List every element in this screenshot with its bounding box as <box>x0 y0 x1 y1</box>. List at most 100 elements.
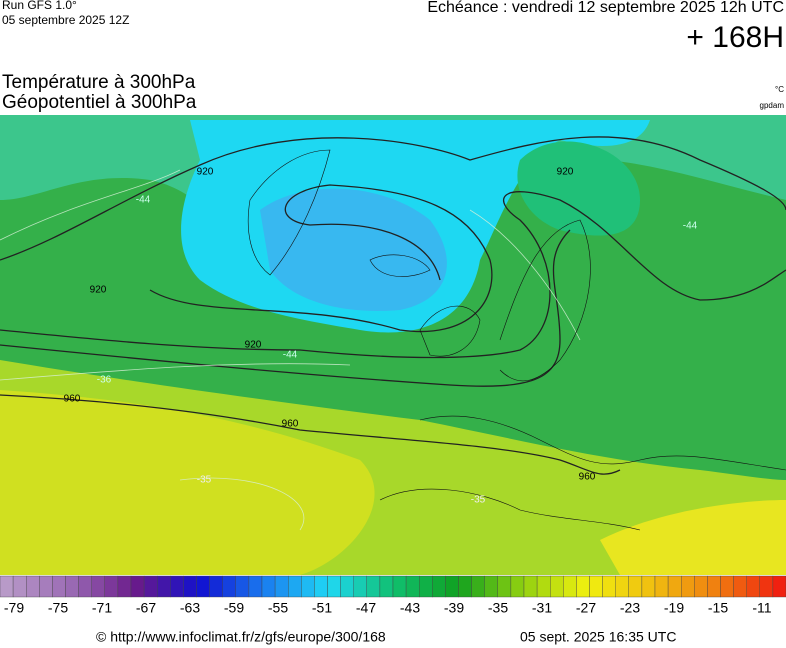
coastlines <box>247 149 786 531</box>
colorbar-cell <box>694 575 708 598</box>
contour-labels: 920 920 920 920 960 960 960 -44 -44 -44 -36 -35 -35 <box>64 167 698 506</box>
colorbar-label: -71 <box>92 600 112 616</box>
colorbar-label: -63 <box>180 600 200 616</box>
colorbar-cell <box>523 575 538 598</box>
field-title: Température à 300hPa <box>2 72 196 93</box>
colorbar-cell <box>353 575 368 598</box>
colorbar-cell <box>130 575 145 598</box>
colorbar-cell <box>720 575 734 598</box>
colorbar: -79 -75 -71 -67 -63 -59 -55 -51 -47 -43 -39 -35 -31 -… <box>0 575 786 616</box>
colorbar-cell <box>681 575 695 598</box>
footer-time: 05 sept. 2025 16:35 UTC <box>520 629 676 645</box>
colorbar-cell <box>12 575 27 598</box>
colorbar-cell <box>314 575 328 598</box>
colorbar-label: -31 <box>532 600 552 616</box>
contours <box>0 136 786 475</box>
colorbar-label: -59 <box>224 600 244 616</box>
colorbar-cell <box>432 575 446 598</box>
colorbar-label: -19 <box>664 600 684 616</box>
colorbar-cell <box>510 575 525 598</box>
colorbar-cell <box>497 575 512 598</box>
colorbar-label: -35 <box>488 600 508 616</box>
contour-label: 960 <box>579 472 596 483</box>
colorbar-cell <box>143 575 158 598</box>
contour-label: 960 <box>64 394 81 405</box>
colorbar-cell <box>366 575 381 598</box>
contour-label: -36 <box>97 375 112 386</box>
colorbar-label: -79 <box>4 600 24 616</box>
temp-zone <box>517 141 640 236</box>
colorbar-cell <box>327 575 341 598</box>
colorbar-label: -47 <box>356 600 376 616</box>
colorbar-cell <box>392 575 407 598</box>
colorbar-label: -11 <box>752 600 771 616</box>
colorbar-cell <box>104 575 119 598</box>
run-label: Run GFS 1.0° <box>2 0 77 12</box>
colorbar-cell <box>419 575 433 598</box>
colorbar-cell <box>0 575 14 598</box>
colorbar-cell <box>733 575 747 598</box>
temp-zone <box>600 500 786 575</box>
colorbar-cell <box>707 575 721 598</box>
colorbar-cell <box>39 575 53 598</box>
contour-label: -35 <box>471 495 486 506</box>
colorbar-label: -43 <box>400 600 420 616</box>
colorbar-cell <box>379 575 394 598</box>
colorbar-cell <box>156 575 171 598</box>
valid-time: Echéance : vendredi 12 septembre 2025 12… <box>427 0 784 16</box>
contour-label: -44 <box>683 221 698 232</box>
colorbar-cell <box>183 575 197 598</box>
colorbar-label: -67 <box>136 600 156 616</box>
colorbar-cell <box>340 575 354 598</box>
isotherms <box>0 169 581 531</box>
contour-label: 960 <box>282 419 299 430</box>
colorbar-cell <box>641 575 656 598</box>
colorbar-cell <box>274 575 289 598</box>
contour-label: -44 <box>136 195 151 206</box>
contour-label: 920 <box>557 167 574 178</box>
colorbar-cell <box>550 575 564 598</box>
colorbar-label: -55 <box>268 600 288 616</box>
colorbar-label: -15 <box>708 600 728 616</box>
colorbar-label: -27 <box>576 600 596 616</box>
colorbar-cell <box>667 575 682 598</box>
colorbar-cell <box>52 575 66 598</box>
contour-label: 920 <box>245 340 262 351</box>
colorbar-cell <box>222 575 236 598</box>
colorbar-cell <box>26 575 40 598</box>
colorbar-cell <box>746 575 761 598</box>
colorbar-cell <box>445 575 459 598</box>
colorbar-cell <box>471 575 485 598</box>
contour-label: -35 <box>197 475 212 486</box>
contour-label: 920 <box>197 167 214 178</box>
colorbar-cell <box>576 575 590 598</box>
colorbar-cell <box>170 575 184 598</box>
map: 920 920 920 920 960 960 960 -44 -44 -44 -36 -35 -35 <box>0 115 786 575</box>
colorbar-cell <box>654 575 669 598</box>
footer-url: © http://www.infoclimat.fr/z/gfs/europe/… <box>96 629 386 645</box>
colorbar-cell <box>563 575 577 598</box>
colorbar-cell <box>536 575 551 598</box>
contour-label: 920 <box>90 285 107 296</box>
colorbar-cell <box>78 575 92 598</box>
colorbar-cell <box>248 575 263 598</box>
temp-zone <box>0 390 375 575</box>
lead-time: + 168H <box>686 21 784 54</box>
unit: gpdam <box>760 101 785 110</box>
unit: °C <box>775 85 784 94</box>
colorbar-cell <box>628 575 643 598</box>
colorbar-cell <box>235 575 250 598</box>
colorbar-label: -51 <box>312 600 332 616</box>
colorbar-label: -23 <box>620 600 640 616</box>
colorbar-cell <box>602 575 616 598</box>
colorbar-label: -75 <box>48 600 68 616</box>
cold-core <box>260 188 447 311</box>
colorbar-cell <box>772 575 786 598</box>
colorbar-cell <box>117 575 132 598</box>
run-date: 05 septembre 2025 12Z <box>2 13 129 27</box>
colorbar-cell <box>484 575 499 598</box>
colorbar-cell <box>759 575 774 598</box>
colorbar-cell <box>65 575 79 598</box>
colorbar-cell <box>405 575 420 598</box>
